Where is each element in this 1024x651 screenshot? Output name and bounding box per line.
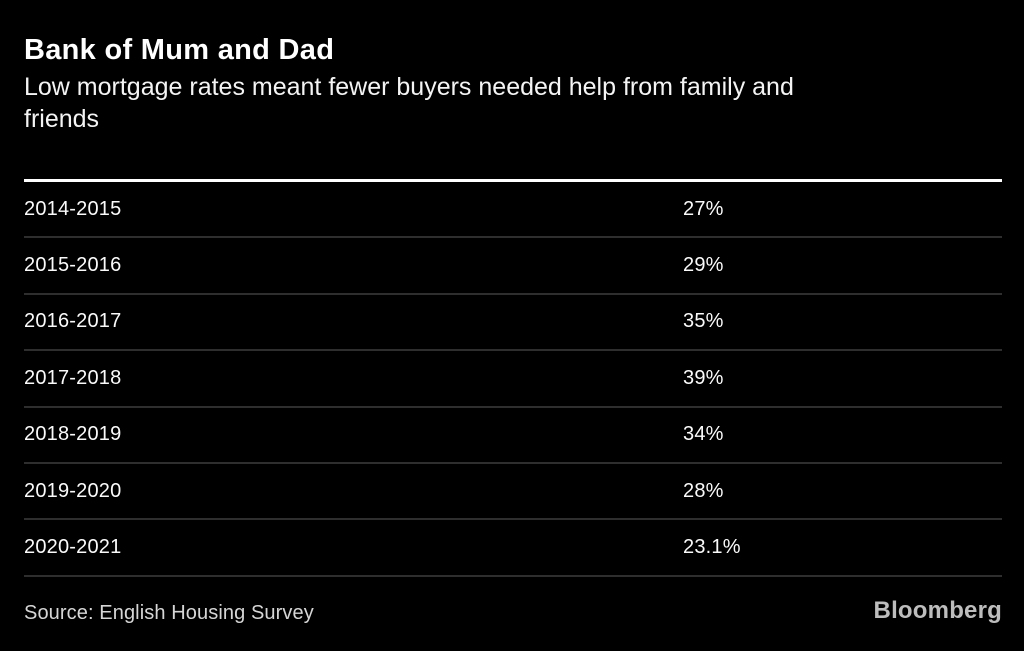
row-value: 35% [683, 310, 724, 333]
table-row: 2020-2021 23.1% [24, 520, 1002, 577]
row-label: 2019-2020 [24, 479, 122, 502]
row-label: 2017-2018 [24, 366, 122, 389]
row-value: 28% [683, 479, 724, 502]
chart-subtitle-line-1: Low mortgage rates meant fewer buyers ne… [24, 73, 794, 101]
chart-title: Bank of Mum and Dad [24, 34, 335, 66]
source-note: Source: English Housing Survey [24, 601, 314, 624]
data-table: 2014-2015 27% 2015-2016 29% 2016-2017 35… [24, 179, 1002, 577]
row-value: 39% [683, 366, 724, 389]
table-row: 2017-2018 39% [24, 351, 1002, 408]
row-label: 2020-2021 [24, 536, 122, 559]
chart-footer: Source: English Housing Survey Bloomberg [24, 597, 1002, 625]
bloomberg-logo: Bloomberg [873, 596, 1002, 624]
chart-subtitle-line-2: friends [24, 105, 100, 133]
row-label: 2014-2015 [24, 197, 122, 220]
row-value: 27% [683, 197, 724, 220]
row-value: 34% [683, 423, 724, 446]
table-row: 2019-2020 28% [24, 464, 1002, 521]
table-row: 2016-2017 35% [24, 295, 1002, 352]
row-value: 23.1% [683, 536, 741, 559]
row-label: 2015-2016 [24, 254, 122, 277]
row-value: 29% [683, 254, 724, 277]
row-label: 2018-2019 [24, 423, 122, 446]
table-row: 2018-2019 34% [24, 408, 1002, 464]
chart-header: Bank of Mum and Dad Low mortgage rates m… [24, 0, 1002, 135]
row-label: 2016-2017 [24, 310, 122, 333]
chart-subtitle: Low mortgage rates meant fewer buyers ne… [24, 71, 1002, 135]
table-row: 2015-2016 29% [24, 238, 1002, 295]
table-row: 2014-2015 27% [24, 182, 1002, 239]
